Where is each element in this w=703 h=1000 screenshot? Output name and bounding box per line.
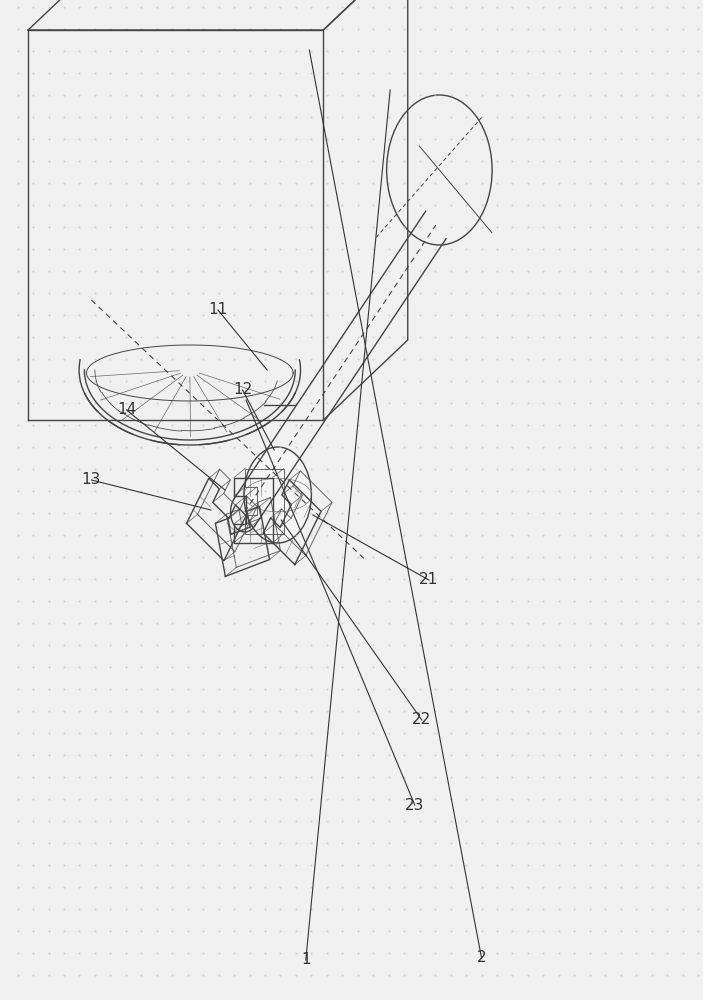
Text: 21: 21	[419, 572, 439, 587]
Circle shape	[244, 447, 311, 543]
Circle shape	[387, 95, 492, 245]
Text: 11: 11	[208, 302, 228, 318]
Text: 23: 23	[405, 798, 425, 812]
Text: 22: 22	[412, 712, 432, 728]
Text: 14: 14	[117, 402, 136, 418]
Text: 2: 2	[477, 950, 486, 966]
Text: 13: 13	[82, 473, 101, 488]
Text: 12: 12	[233, 382, 252, 397]
Text: 1: 1	[301, 952, 311, 968]
